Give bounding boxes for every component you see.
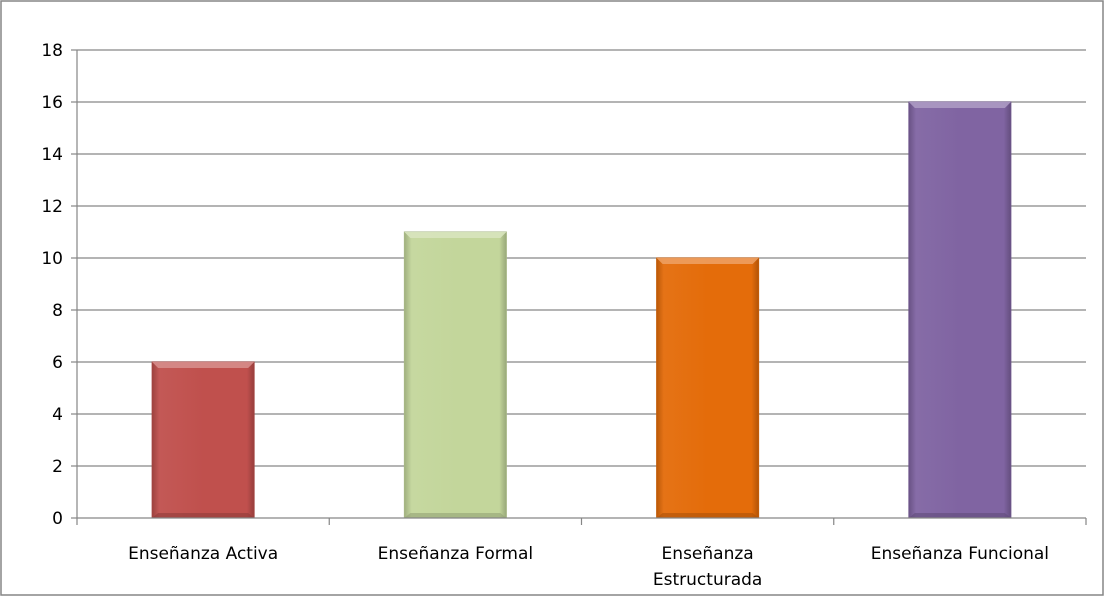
y-tick-label: 18 — [41, 41, 63, 61]
bar-bevel-top — [908, 102, 1011, 108]
bar — [403, 231, 507, 519]
bar-bevel-bottom — [404, 513, 507, 518]
bar-bevel-bottom — [908, 513, 1011, 518]
y-tick-label: 12 — [41, 197, 63, 217]
bar — [656, 257, 760, 519]
bar-bevel-bottom — [656, 513, 759, 518]
y-tick-label: 2 — [52, 457, 63, 477]
bar-bevel-top — [404, 232, 507, 238]
bars — [151, 101, 1012, 519]
x-tick-label: Enseñanza Activa — [128, 544, 278, 564]
axes — [71, 49, 1087, 525]
bar-bevel-top — [152, 362, 255, 368]
y-tick-label: 6 — [52, 353, 63, 373]
y-tick-label: 8 — [52, 301, 63, 321]
x-tick-label: Enseñanza Estructurada — [653, 544, 762, 590]
bar-bevel-bottom — [152, 513, 255, 518]
y-tick-label: 14 — [41, 145, 63, 165]
bar — [908, 101, 1012, 519]
y-tick-label: 10 — [41, 249, 63, 269]
bar — [151, 361, 255, 519]
y-tick-label: 0 — [52, 509, 63, 529]
bar-bevel-top — [656, 258, 759, 264]
y-tick-label: 4 — [52, 405, 63, 425]
labels: 0 2 4 6 8 10 12 14 16 18 Enseñanza Activa Enseñanza… — [41, 41, 1049, 590]
x-tick-label: Enseñanza Funcional — [871, 544, 1049, 564]
y-tick-label: 16 — [41, 93, 63, 113]
x-tick-label: Enseñanza Formal — [378, 544, 534, 564]
